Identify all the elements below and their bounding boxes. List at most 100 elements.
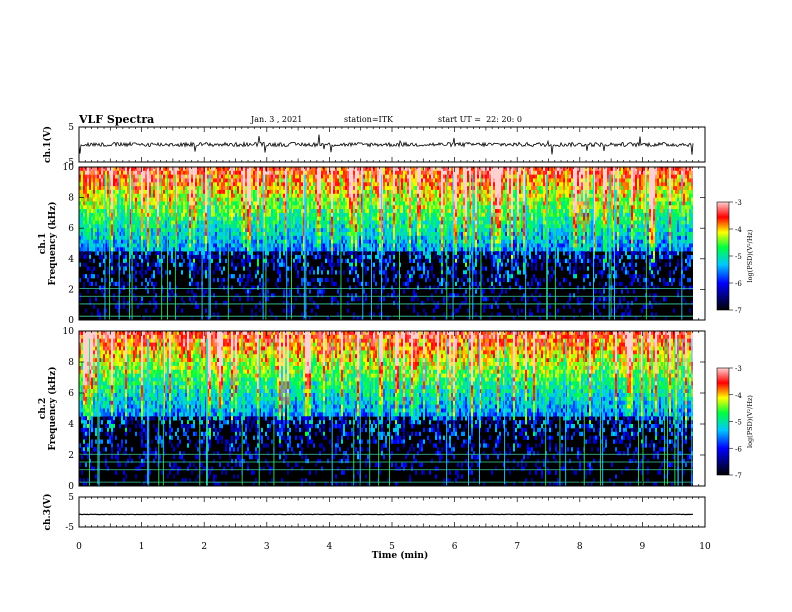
spectrogram-cell [153,282,155,286]
spectrogram-cell [331,259,333,263]
spectrogram-cell [385,263,387,267]
spectrogram-cell [237,221,239,225]
spectrogram-cell [301,201,303,205]
spectrogram-cell [99,217,101,221]
spectrogram-cell [259,309,261,313]
spectrogram-cell [429,251,431,255]
spectrogram-cell [207,171,209,175]
spectrogram-cell [141,178,143,182]
spectrogram-cell [235,236,237,240]
spectrogram-cell [289,247,291,251]
spectrogram-cell [237,228,239,232]
spectrogram-cell [217,224,219,228]
spectrogram-cell [239,247,241,251]
spectrogram-cell [321,236,323,240]
spectrogram-cell [183,224,185,228]
spectrogram-cell [433,171,435,175]
spectrogram-cell [395,224,397,228]
spectrogram-cell [383,217,385,221]
spectrogram-cell [289,244,291,248]
spectrogram-cell [111,240,113,244]
spectrogram-cell [141,228,143,232]
spectrogram-cell [299,228,301,232]
spectrogram-cell [379,259,381,263]
spectrogram-cell [87,205,89,209]
spectrogram-cell [329,236,331,240]
spectrogram-cell [153,240,155,244]
spectrogram-cell [315,198,317,202]
spectrogram-cell [347,221,349,225]
spectrogram-cell [217,244,219,248]
spectrogram-cell [433,178,435,182]
spectrogram-cell [383,240,385,244]
spectrogram-cell [109,171,111,175]
spectrogram-cell [351,178,353,182]
spectrogram-cell [375,171,377,175]
spectrogram-cell [297,209,299,213]
spectrogram-cell [389,171,391,175]
spectrogram-cell [193,228,195,232]
spectrogram-cell [407,305,409,309]
spectrogram-cell [187,251,189,255]
spectrogram-cell [385,244,387,248]
spectrogram-cell [223,247,225,251]
spectrogram-cell [387,259,389,263]
spectrogram-cell [331,224,333,228]
spectrogram-cell [423,175,425,179]
spectrogram-cell [315,244,317,248]
spectrogram-cell [125,240,127,244]
spectrogram-cell [193,266,195,270]
spectrogram-cell [313,270,315,274]
spectrogram-cell [107,247,109,251]
spectrogram-cell [193,293,195,297]
spectrogram-cell [311,236,313,240]
spectrogram-cell [137,228,139,232]
spectrogram-cell [277,270,279,274]
spectrogram-cell [319,244,321,248]
spectrogram-cell [113,224,115,228]
spectrogram-cell [101,198,103,202]
spectrogram-cell [429,198,431,202]
spectrogram-cell [121,186,123,190]
spectrogram-cell [233,171,235,175]
spectrogram-cell [191,205,193,209]
spectrogram-cell [307,190,309,194]
spectrogram-cell [81,186,83,190]
spectrogram-cell [181,247,183,251]
spectrogram-cell [145,247,147,251]
spectrogram-cell [375,266,377,270]
spectrogram-cell [95,182,97,186]
spectrogram-cell [331,221,333,225]
spectrogram-cell [439,186,441,190]
spectrogram-cell [359,217,361,221]
spectrogram-cell [173,224,175,228]
spectrogram-cell [387,228,389,232]
spectrogram-cell [443,224,445,228]
spectrogram-cell [223,198,225,202]
spectrogram-cell [331,301,333,305]
spectrogram-cell [231,217,233,221]
spectrogram-cell [389,244,391,248]
spectrogram-cell [359,228,361,232]
spectrogram-cell [417,224,419,228]
spectrogram-cell [211,247,213,251]
spectrogram-cell [211,178,213,182]
spectrogram-cell [137,305,139,309]
spectrogram-cell [275,217,277,221]
spectrogram-cell [277,190,279,194]
spectrogram-cell [217,186,219,190]
spectrogram-cell [289,167,291,171]
spectrogram-cell [145,236,147,240]
spectrogram-cell [365,255,367,259]
spectrogram-cell [225,221,227,225]
spectrogram-cell [255,232,257,236]
spectrogram-cell [351,255,353,259]
spectrogram-cell [321,194,323,198]
spectrogram-cell [281,186,283,190]
spectrogram-cell [345,171,347,175]
spectrogram-cell [391,209,393,213]
spectrogram-cell [289,186,291,190]
spectrogram-cell [353,236,355,240]
spectrogram-cell [189,178,191,182]
spectrogram-cell [331,201,333,205]
